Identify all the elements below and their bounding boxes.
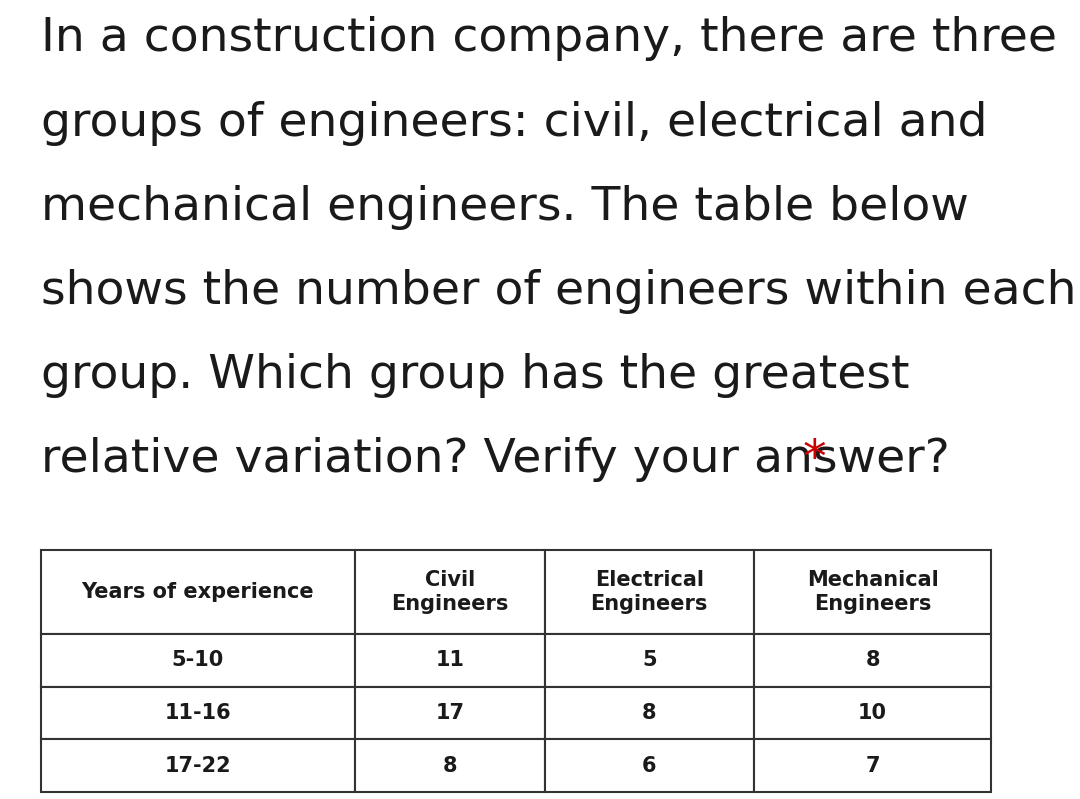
- Text: *: *: [802, 437, 826, 483]
- Text: mechanical engineers. The table below: mechanical engineers. The table below: [41, 185, 969, 230]
- Text: groups of engineers: civil, electrical and: groups of engineers: civil, electrical a…: [41, 101, 987, 145]
- Text: group. Which group has the greatest: group. Which group has the greatest: [41, 353, 909, 398]
- Text: shows the number of engineers within each: shows the number of engineers within eac…: [41, 269, 1077, 314]
- Text: relative variation? Verify your answer?: relative variation? Verify your answer?: [41, 437, 964, 483]
- Text: In a construction company, there are three: In a construction company, there are thr…: [41, 16, 1057, 62]
